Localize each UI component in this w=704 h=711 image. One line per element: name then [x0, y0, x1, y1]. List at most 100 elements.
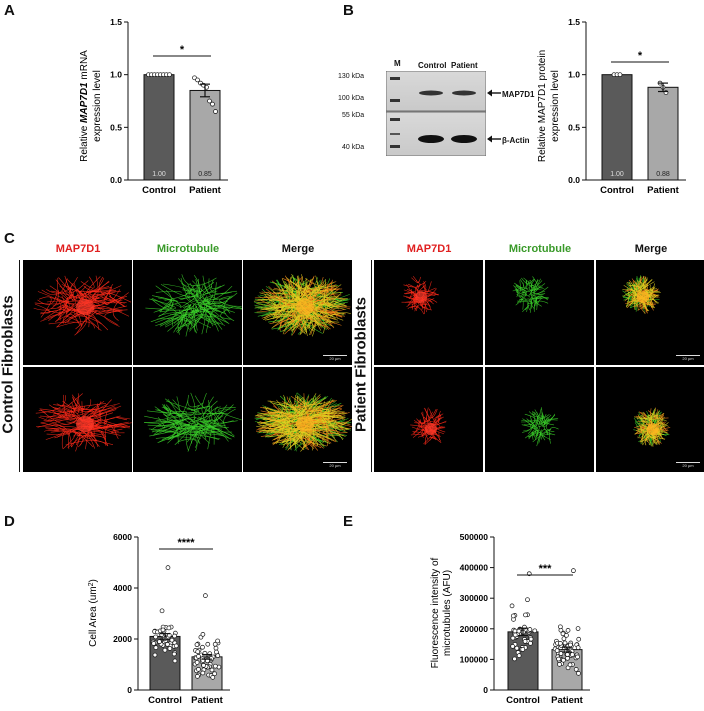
data-point [516, 628, 522, 634]
filament [658, 416, 663, 422]
filament [274, 403, 304, 418]
filament [202, 428, 220, 440]
x-tick-label: Patient [551, 695, 584, 705]
filament [155, 285, 182, 307]
filament [323, 415, 345, 426]
filament [303, 407, 344, 418]
filament [264, 293, 287, 308]
filament [649, 294, 659, 303]
filament [90, 403, 116, 415]
data-point [171, 651, 177, 657]
filament [534, 297, 538, 307]
filament [292, 431, 302, 444]
filament [164, 398, 196, 423]
col-title-control-map7d1: MAP7D1 [55, 243, 101, 255]
filament [414, 300, 424, 304]
micrograph-patient-microtubule-row2 [485, 367, 594, 472]
filament [189, 307, 206, 332]
filament [218, 407, 242, 421]
filament [526, 297, 536, 312]
filament [303, 399, 335, 405]
data-point [162, 647, 168, 653]
chart-a-ylabel-gene: MAP7D1 [79, 82, 90, 123]
x-tick-label: Patient [647, 185, 680, 196]
filament [153, 290, 172, 313]
filament [220, 306, 233, 320]
filament [262, 394, 285, 420]
filament [196, 278, 199, 300]
filament [41, 278, 68, 296]
filament [332, 418, 352, 429]
filament [161, 406, 172, 417]
filament [646, 431, 652, 447]
filament [314, 422, 332, 440]
filament [104, 310, 123, 327]
filament [199, 285, 233, 301]
data-point [576, 636, 582, 642]
filament [513, 285, 519, 298]
filament [62, 316, 80, 324]
blot-image [386, 71, 486, 156]
y-tick-label: 1.5 [568, 17, 580, 27]
filament [164, 392, 196, 417]
filament [257, 299, 277, 319]
filament [524, 413, 537, 428]
data-point [205, 641, 211, 647]
data-point [558, 624, 563, 630]
filament [98, 399, 112, 416]
filament [185, 428, 222, 451]
filament [273, 301, 287, 320]
y-tick-label: 0.0 [568, 175, 580, 185]
filament [275, 279, 290, 300]
filament [640, 426, 643, 435]
filament [180, 278, 197, 302]
filament [104, 412, 108, 425]
filament [56, 403, 75, 413]
filament [199, 301, 213, 313]
data-point [567, 662, 573, 668]
filament [263, 306, 301, 326]
nucleus-signal [296, 416, 314, 432]
filament [282, 315, 317, 335]
filament [179, 312, 185, 331]
filament [635, 412, 647, 418]
x-tick-label: Patient [191, 695, 224, 705]
filament [416, 276, 421, 284]
filament [155, 290, 182, 293]
filament [223, 408, 236, 436]
filament [196, 402, 204, 409]
filament [260, 303, 294, 311]
filament [259, 292, 300, 302]
micrograph-control-merge-row2: 20 µm [243, 367, 352, 472]
filament [178, 438, 198, 452]
filament [91, 292, 114, 314]
filament [530, 420, 537, 422]
filament [312, 280, 321, 294]
filament [295, 430, 319, 446]
filament [326, 282, 342, 296]
filament [655, 410, 662, 427]
filament [280, 319, 303, 321]
filament [187, 394, 200, 408]
filament [54, 304, 74, 323]
filament [193, 413, 228, 423]
filament [416, 418, 429, 425]
filament [659, 429, 669, 437]
filament [530, 284, 537, 296]
filament [543, 429, 552, 435]
filament [407, 305, 425, 315]
filament [414, 305, 418, 312]
filament [202, 420, 234, 430]
filament [532, 421, 538, 429]
col-title-control-microtubule: Microtubule [156, 243, 220, 255]
data-point [173, 643, 179, 649]
filament [313, 393, 345, 413]
filament [646, 437, 666, 441]
filament [261, 417, 292, 424]
micrograph-control-microtubule-row1 [133, 260, 242, 365]
filament [73, 431, 81, 452]
control-side-bar [19, 260, 20, 472]
filament [313, 410, 338, 415]
filament [634, 414, 653, 420]
data-point [571, 568, 576, 574]
